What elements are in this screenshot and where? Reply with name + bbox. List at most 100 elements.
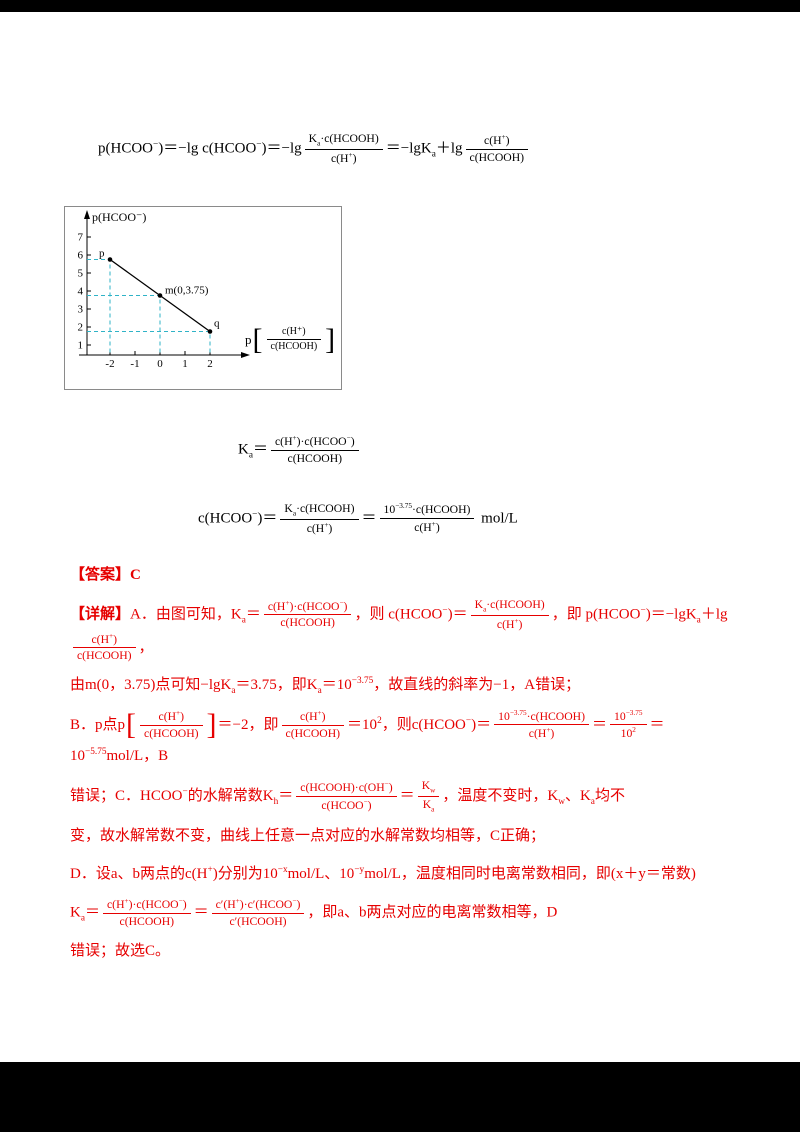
subscript: a (590, 797, 595, 808)
point-label: m(0,3.75) (165, 284, 209, 296)
text: )＝−lg (261, 140, 302, 157)
x-tick-label: -1 (130, 358, 139, 370)
text: ) (180, 709, 185, 723)
fraction: Ka·c(HCOOH) c(H+) (280, 501, 359, 536)
x-tick-label: -2 (105, 358, 114, 370)
text: c(H (275, 434, 293, 448)
superscript: −3.75 (351, 676, 374, 687)
text: c(H (330, 151, 349, 165)
subscript: a (317, 139, 321, 148)
text: K (284, 501, 293, 515)
text: 10 (620, 727, 633, 741)
text: mol/L、10 (287, 865, 355, 882)
text: c(H (528, 727, 547, 741)
text: ) (328, 521, 333, 535)
text: A．由图可知，K (130, 605, 242, 622)
text: ·c(HCOOH) (320, 132, 379, 145)
text: 均不 (594, 788, 625, 805)
text: c(HCOOH) (144, 726, 199, 740)
text: c(HCOOH) (280, 616, 335, 630)
text: ＝−lgK (385, 140, 432, 157)
bracket: ] (206, 707, 217, 741)
text: 变，故水解常数不变，曲线上任意一点对应的水解常数均相等，C正确； (70, 828, 546, 845)
text: 错误；故选C。 (70, 942, 171, 959)
text: ＝ (252, 441, 268, 458)
fraction: c(HCOOH)·c(OH−) c(HCOO−) (296, 780, 397, 813)
subscript: a (483, 604, 487, 613)
text: 10 (383, 503, 396, 517)
superscript: + (501, 132, 506, 141)
text: c(H (414, 521, 432, 535)
superscript: − (256, 139, 262, 150)
text: ＝10 (321, 677, 352, 694)
text: ) (296, 897, 301, 911)
top-derivation: p(HCOO−)＝−lg c(HCOO−)＝−lg Ka·c(HCOOH) c(H+… (0, 12, 800, 166)
text: ＋lg (435, 140, 463, 157)
text: c(H (158, 709, 177, 723)
bold-text: 【答案】 (70, 566, 131, 583)
text: c(H (484, 133, 502, 147)
paper: p(HCOO−)＝−lg c(HCOO−)＝−lg Ka·c(HCOOH) c(H+… (0, 12, 800, 1062)
x-tick-label: 2 (207, 358, 213, 370)
guide-line (87, 258, 111, 355)
text: ＝3.75，即K (235, 677, 318, 694)
guide-line (87, 294, 161, 355)
solution-line-4: B．p点p[c(H+) c(HCOOH)]＝−2，即 c(H+) c(HCOOH) ＝1… (70, 709, 738, 773)
fraction: c′(H+)·c′(HCOO−) c′(HCOOH) (211, 896, 305, 929)
solution-line-3: 由m(0，3.75)点可知−lgKa＝3.75，即Ka＝10−3.75，故直线的… (70, 670, 738, 701)
y-tick-label: 3 (78, 303, 84, 315)
x-axis-fraction-num: c(H⁺) (266, 326, 322, 341)
text: ＝10 (347, 716, 378, 733)
superscript: + (285, 598, 290, 607)
text: ， (138, 638, 154, 655)
text: c(H (496, 617, 515, 631)
text: ) (550, 727, 555, 741)
x-tick-label: 0 (157, 358, 163, 370)
text: c(HCOOH) (285, 726, 341, 740)
text: )分别为10 (212, 865, 278, 882)
superscript: − (292, 896, 297, 905)
text: ＝10 (70, 716, 665, 765)
text: c′(HCOOH) (229, 914, 287, 928)
superscript: −3.75 (509, 708, 527, 717)
superscript: + (109, 631, 114, 640)
superscript: + (431, 520, 436, 529)
fraction: c(H+)·c(HCOO−) c(HCOOH) (271, 434, 359, 466)
text: )·c(HCOO (128, 897, 179, 911)
subscript: a (431, 805, 435, 814)
text: K (308, 132, 318, 145)
solution-line-1: 【答案】C (70, 560, 738, 591)
text: )＝ (447, 605, 468, 622)
text: c(H (267, 599, 286, 613)
fraction: c(H+)·c(HCOO−) c(HCOOH) (263, 598, 352, 631)
data-point (157, 293, 163, 298)
superscript: + (124, 896, 129, 905)
point-label: q (214, 317, 220, 329)
subscript: a (80, 913, 85, 924)
text: mol/L，B (106, 748, 169, 765)
text: ，温度不变时，K (442, 788, 559, 805)
superscript: + (317, 708, 322, 717)
subscript: w (558, 797, 565, 808)
text: ) (388, 781, 393, 795)
text: ) (343, 599, 348, 613)
text: mol/L，温度相同时电离常数相同，即(x＋y＝常数) (364, 865, 696, 882)
text: 的水解常数K (187, 788, 274, 805)
text: ) (367, 799, 372, 813)
superscript: − (178, 896, 183, 905)
text: 由m(0，3.75)点可知−lgK (70, 677, 232, 694)
superscript: − (442, 604, 448, 615)
text: ＝ (245, 605, 261, 622)
text: ·c(HCOOH) (296, 501, 355, 515)
text: )＝−lg c(HCOO (158, 140, 257, 157)
x-axis-fraction: c(H⁺) c(HCOOH) (266, 326, 322, 353)
text: ，故直线的斜率为−1，A错误； (373, 677, 581, 694)
fraction: c(H+) c(HCOOH) (73, 632, 136, 664)
solution-line-5: 错误；C．HCOO−的水解常数Kh＝ c(HCOOH)·c(OH−) c(HCOO−… (70, 779, 738, 814)
guide-line (87, 330, 211, 355)
fraction: Kw Ka (417, 779, 440, 814)
text: ＋lg (700, 605, 728, 622)
text: c(H (306, 521, 325, 535)
text: K (422, 798, 432, 812)
